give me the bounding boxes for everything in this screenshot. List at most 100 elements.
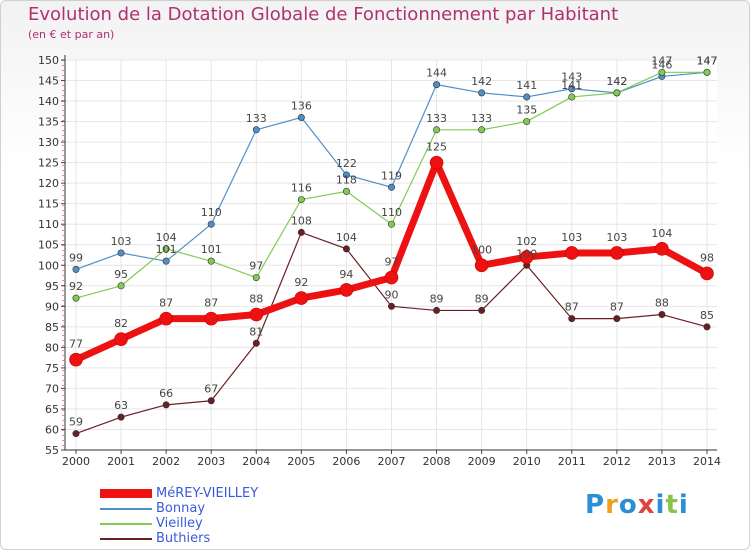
data-label-bonnay: 147 [697,54,718,67]
data-point-buthiers [162,401,170,409]
data-label-buthiers: 90 [385,288,399,301]
data-label-buthiers: 89 [430,292,444,305]
data-point-vieilley [658,68,666,76]
chart-subtitle: (en € et par an) [28,28,115,41]
x-tick-label: 2014 [693,455,721,468]
data-label-bonnay: 103 [111,235,132,248]
data-label-m-rey-vieilley: 77 [69,338,83,351]
data-label-m-rey-vieilley: 103 [606,231,627,244]
y-tick-label: 70 [45,382,59,395]
data-point-vieilley [703,68,711,76]
legend-item-vieilley: Vieilley [100,516,258,531]
legend-item-m-rey-vieilley: MéREY-VIEILLEY [100,486,258,501]
y-tick-label: 85 [45,321,59,334]
data-point-vieilley [387,220,395,228]
data-label-m-rey-vieilley: 87 [159,297,173,310]
data-label-buthiers: 81 [249,325,263,338]
data-point-m-rey-vieilley [159,311,173,326]
data-point-m-rey-vieilley [69,352,83,367]
data-point-vieilley [568,93,576,101]
data-point-bonnay [162,257,170,265]
data-label-m-rey-vieilley: 87 [204,297,218,310]
legend-swatch [100,522,152,525]
data-point-buthiers [297,228,305,236]
data-point-buthiers [703,323,711,331]
y-tick-label: 75 [45,362,59,375]
data-label-buthiers: 87 [565,301,579,314]
data-label-m-rey-vieilley: 125 [426,141,447,154]
data-label-buthiers: 89 [475,292,489,305]
data-point-buthiers [387,302,395,310]
data-point-vieilley [433,126,441,134]
y-tick-label: 135 [38,116,59,129]
data-label-buthiers: 108 [291,214,312,227]
data-label-bonnay: 99 [69,251,83,264]
legend-swatch [100,537,152,540]
x-tick-label: 2001 [107,455,135,468]
data-label-vieilley: 116 [291,182,312,195]
data-label-bonnay: 144 [426,67,447,80]
data-label-bonnay: 142 [606,75,627,88]
data-label-bonnay: 142 [471,75,492,88]
data-point-buthiers [613,315,621,323]
y-tick-label: 100 [38,259,59,272]
data-point-m-rey-vieilley [564,246,579,260]
data-label-m-rey-vieilley: 103 [561,231,582,244]
legend-label: MéREY-VIEILLEY [156,486,259,501]
data-point-vieilley [162,245,170,253]
data-point-vieilley [297,196,305,204]
x-tick-label: 2003 [197,455,225,468]
data-label-m-rey-vieilley: 88 [249,293,263,306]
data-label-buthiers: 59 [69,416,83,429]
data-label-vieilley: 95 [114,268,128,281]
data-label-vieilley: 101 [201,243,222,256]
data-point-m-rey-vieilley [429,155,444,170]
data-label-m-rey-vieilley: 92 [294,276,308,289]
data-point-vieilley [72,294,80,302]
data-label-bonnay: 119 [381,169,402,182]
y-tick-label: 110 [38,218,59,231]
data-point-m-rey-vieilley [249,307,264,322]
data-point-vieilley [523,118,531,126]
data-point-buthiers [117,413,125,421]
legend-label: Vieilley [156,516,203,531]
data-label-vieilley: 118 [336,173,357,186]
data-label-vieilley: 133 [426,112,447,125]
chart-title: Evolution de la Dotation Globale de Fonc… [28,4,619,25]
data-point-m-rey-vieilley [700,266,714,281]
data-label-bonnay: 141 [516,79,537,92]
data-label-vieilley: 147 [697,54,718,67]
data-label-m-rey-vieilley: 82 [114,317,128,330]
y-tick-label: 115 [38,198,59,211]
data-label-vieilley: 135 [516,104,537,117]
data-point-vieilley [342,187,350,195]
data-point-m-rey-vieilley [204,311,219,326]
data-label-bonnay: 122 [336,157,357,170]
y-tick-label: 65 [45,403,59,416]
data-label-bonnay: 110 [201,206,222,219]
x-tick-label: 2009 [468,455,496,468]
data-point-bonnay [342,171,350,179]
data-label-m-rey-vieilley: 97 [385,256,399,269]
data-point-vieilley [613,89,621,97]
data-point-bonnay [297,113,305,121]
data-point-m-rey-vieilley [384,270,399,285]
data-label-bonnay: 136 [291,99,312,112]
x-tick-label: 2002 [152,455,180,468]
y-tick-label: 150 [38,54,59,67]
data-label-m-rey-vieilley: 104 [651,227,672,240]
data-point-buthiers [568,315,576,323]
data-point-bonnay [523,93,531,101]
y-tick-label: 130 [38,136,59,149]
data-point-m-rey-vieilley [339,283,354,297]
data-label-vieilley: 133 [471,112,492,125]
legend-item-bonnay: Bonnay [100,501,258,516]
data-point-buthiers [478,306,486,314]
y-tick-label: 95 [45,280,59,293]
data-label-vieilley: 142 [606,75,627,88]
data-label-m-rey-vieilley: 100 [471,243,492,256]
data-label-m-rey-vieilley: 94 [339,268,353,281]
data-point-buthiers [658,311,666,319]
data-point-buthiers [342,245,350,253]
data-label-buthiers: 87 [610,301,624,314]
